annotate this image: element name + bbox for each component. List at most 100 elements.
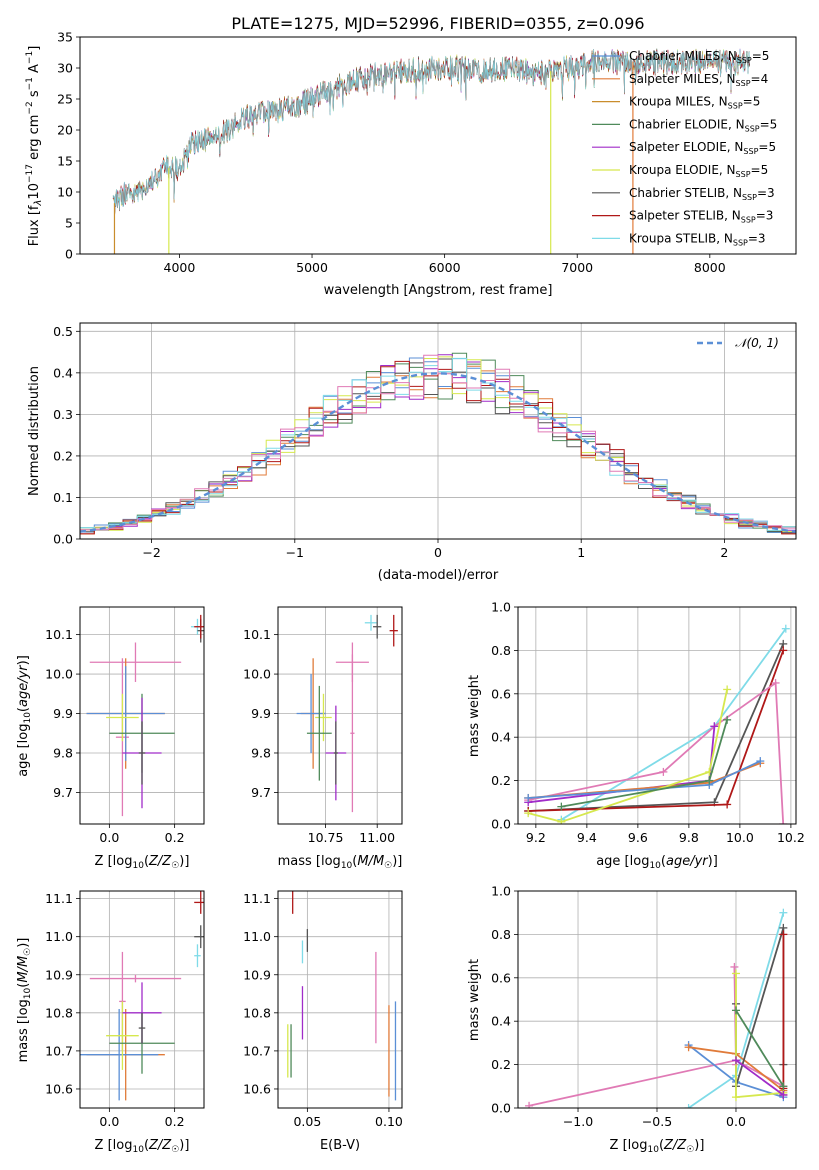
x-tick-label: 10.0: [726, 830, 754, 845]
x-tick-label: 10.2: [777, 830, 805, 845]
age-weight-panel: 9.2 9.4 9.6 9.8 10.0 10.2 0.0 0.2 0.4 0.6 0.8 1.0 a…: [467, 600, 805, 872]
x-tick-label: 11.00: [359, 830, 395, 845]
errorbar-point: [138, 721, 146, 785]
x-tick-label: 8000: [694, 260, 726, 275]
z-age-panel: 0.0 0.29.79.89.910.010.1 Z [log10(Z/Z☉)] …: [16, 606, 205, 871]
legend-nssp: =4: [751, 72, 769, 86]
mass-age-axes-frame: [277, 606, 403, 825]
errorbar-point: [389, 614, 398, 647]
x-tick-label: 0.0: [99, 1114, 119, 1129]
weight-line: [528, 643, 785, 812]
x-tick-label: 0.2: [165, 830, 185, 845]
x-tick-label: 9.8: [679, 830, 699, 845]
z-mass-panel: 0.0 0.2 10.6 10.7 10.8 10.9 11.0 11.1 Z [log10(…: [16, 890, 205, 1155]
y-tick-label: 9.7: [251, 785, 271, 800]
errorbar-point: [194, 614, 204, 639]
weight-series: [731, 1056, 788, 1099]
y-tick-label: 1.0: [491, 600, 511, 615]
y-tick-label: 9.9: [251, 706, 271, 721]
y-tick-label: 25: [57, 92, 73, 107]
weight-line: [527, 689, 728, 823]
legend-subscript: SSP: [745, 124, 760, 133]
weight-line: [735, 927, 785, 1087]
ebv-mass-axes-frame: [277, 890, 403, 1109]
y-tick-label: 10.0: [243, 667, 271, 682]
age-weight-ylabel: mass weight: [467, 675, 482, 757]
y-tick-label: 0.0: [53, 532, 73, 547]
y-tick-label: 0.2: [53, 448, 73, 463]
y-tick-label: 0.2: [491, 1057, 511, 1072]
legend-nssp: =5: [743, 95, 761, 109]
errorbar-point: [315, 693, 332, 742]
z-age-xlabel: Z [log10(Z/Z☉)]: [95, 854, 190, 871]
spectrum-title: PLATE=1275, MJD=52996, FIBERID=0355, z=0…: [231, 14, 644, 33]
errorbar-point: [296, 674, 326, 753]
legend-label: Salpeter MILES, NSSP=4: [629, 72, 768, 88]
y-tick-label: 20: [57, 123, 73, 138]
weight-line: [735, 1009, 785, 1087]
x-tick-label: 9.2: [526, 830, 546, 845]
errorbar-point: [86, 666, 165, 761]
y-tick-label: 30: [57, 61, 73, 76]
errorbar-point: [194, 925, 204, 949]
mass-age-xlabel: mass [log10(M/M☉)]: [278, 854, 403, 871]
weight-series: [731, 923, 788, 1091]
legend-label: Kroupa STELIB, NSSP=3: [629, 231, 766, 247]
y-tick-label: 0.4: [491, 1014, 511, 1029]
x-tick-label: 6000: [429, 260, 461, 275]
legend-subscript: SSP: [742, 193, 757, 202]
residual-xlabel: (data-model)/error: [378, 568, 499, 583]
y-tick-label: 0.2: [491, 773, 511, 788]
z-mass-axes-frame: [79, 890, 205, 1109]
z-mass-xlabel: Z [log10(Z/Z☉)]: [95, 1138, 190, 1155]
y-tick-label: 11.0: [45, 929, 73, 944]
x-tick-label: 7000: [561, 260, 593, 275]
errorbar-point: [89, 642, 182, 682]
y-tick-label: 35: [57, 30, 73, 45]
y-tick-label: 10.6: [243, 1081, 271, 1096]
z-age-ylabel: age [log10(age/yr)]: [16, 655, 33, 777]
residual-panel: −2 −1 0 1 2 0.0 0.1 0.2 0.3 0.4 0.5 (data-model)/e…: [27, 322, 797, 583]
y-tick-label: 15: [57, 154, 73, 169]
legend-label: Chabrier MILES, NSSP=5: [629, 49, 769, 65]
z-weight-panel: −1.0 −0.5 0.0 0.0 0.2 0.4 0.6 0.8 1.0 Z [log10(Z…: [467, 884, 797, 1155]
legend-subscript: SSP: [728, 102, 743, 111]
y-tick-label: 10.1: [45, 627, 73, 642]
errorbar-point: [106, 1001, 139, 1070]
weight-series: [524, 646, 788, 815]
x-tick-label: −2: [142, 545, 160, 560]
spectrum-legend: Chabrier MILES, NSSP=5 Salpeter MILES, NS…: [592, 49, 777, 247]
spectrum-xlabel: wavelength [Angstrom, rest frame]: [324, 283, 553, 298]
residual-histogram: [80, 354, 796, 531]
y-tick-label: 0.6: [491, 970, 511, 985]
y-tick-label: 10.6: [45, 1081, 73, 1096]
legend-subscript: SSP: [737, 56, 752, 65]
legend-label: Chabrier STELIB, NSSP=3: [629, 186, 775, 202]
x-tick-label: 0.0: [99, 830, 119, 845]
y-tick-label: 0.5: [53, 324, 73, 339]
errorbar-point: [106, 693, 139, 742]
legend-label: Chabrier ELODIE, NSSP=5: [629, 117, 777, 133]
errorbar-point: [350, 654, 355, 813]
y-tick-label: 10.0: [45, 667, 73, 682]
y-tick-label: 11.1: [243, 891, 271, 906]
x-tick-label: 1: [577, 545, 585, 560]
mass-age-panel: 10.75 11.00 9.7 9.8 9.9 10.0 10.1 mass [log10(…: [243, 606, 403, 871]
y-tick-label: 10.9: [45, 967, 73, 982]
z-weight-xlabel: Z [log10(Z/Z☉)]: [610, 1138, 705, 1155]
z-mass-points: [80, 891, 204, 1101]
x-tick-label: 4000: [164, 260, 196, 275]
ebv-mass-points: [287, 891, 397, 1101]
mass-age-points: [296, 614, 398, 813]
z-weight-ylabel: mass weight: [467, 959, 482, 1041]
legend-nssp: =3: [748, 231, 766, 245]
y-tick-label: 0.8: [491, 643, 511, 658]
x-tick-label: 0.10: [375, 1114, 403, 1129]
y-tick-label: 10.1: [243, 627, 271, 642]
spectrum-lines: [112, 48, 750, 254]
x-tick-label: 9.4: [577, 830, 597, 845]
legend-label: Salpeter ELODIE, NSSP=5: [629, 140, 776, 156]
y-tick-label: 10: [57, 185, 73, 200]
y-tick-label: 9.8: [53, 745, 73, 760]
